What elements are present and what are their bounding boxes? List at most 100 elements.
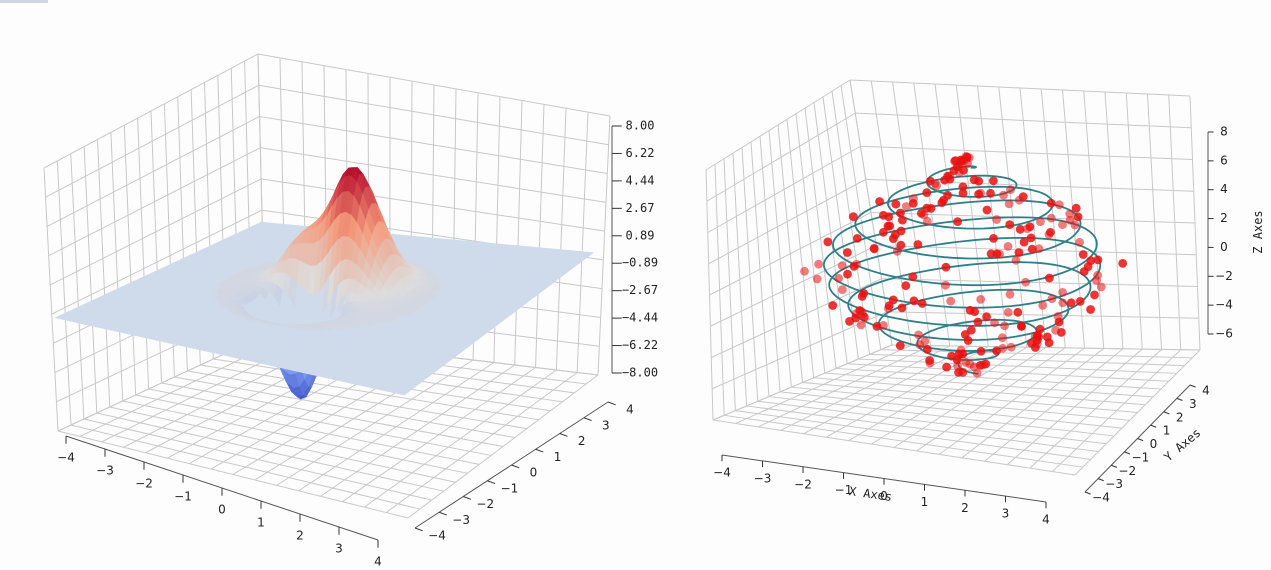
z-tick-label: −0.89 bbox=[622, 256, 658, 270]
z-tick-label: 0 bbox=[1220, 240, 1228, 254]
back-gridline bbox=[514, 100, 523, 366]
floor-gridline bbox=[813, 377, 1146, 406]
y-tick-mark bbox=[1189, 384, 1196, 388]
side-gridline bbox=[70, 153, 85, 420]
z-tick-label: 4.44 bbox=[626, 173, 655, 187]
y-tick-mark bbox=[559, 433, 568, 437]
scatter-point bbox=[892, 246, 902, 256]
scatter-point bbox=[1090, 290, 1099, 300]
scatter-point bbox=[1046, 227, 1055, 237]
y-tick-label: −3 bbox=[1105, 477, 1123, 491]
scatter-point bbox=[1092, 276, 1101, 285]
scatter-point bbox=[1015, 224, 1025, 234]
floor-gridline bbox=[824, 372, 1154, 398]
scatter-point bbox=[828, 301, 838, 310]
floor-gridline bbox=[187, 370, 527, 430]
z-tick-label: −4 bbox=[1215, 298, 1233, 312]
scatter-point bbox=[1017, 321, 1026, 331]
z-ticks: 8.00 6.22 4.44 2.67 0.89 −0.89 −2.67 −4.44 −6.22… bbox=[611, 119, 658, 380]
side-gridline bbox=[150, 110, 162, 384]
x-tick-label: −2 bbox=[794, 477, 812, 491]
scatter-point bbox=[995, 249, 1004, 259]
scatter-point bbox=[1066, 298, 1076, 308]
scatter-point bbox=[953, 217, 962, 227]
scatter-point bbox=[941, 280, 950, 290]
floor-gridline bbox=[802, 382, 1138, 413]
scatter-point bbox=[901, 281, 911, 291]
scatter-point bbox=[1071, 203, 1081, 213]
scatter-point bbox=[954, 160, 964, 170]
z-tick-label: 0.89 bbox=[626, 228, 655, 242]
scatter-point bbox=[843, 269, 852, 279]
scatter-point bbox=[856, 320, 866, 330]
side-gridline bbox=[712, 344, 893, 421]
x-tick-label: 0 bbox=[218, 503, 226, 517]
scatter-point bbox=[891, 199, 901, 209]
surface-mesh bbox=[54, 167, 595, 400]
scatter-point bbox=[972, 368, 982, 378]
back-gridline bbox=[260, 147, 607, 203]
x-ticks: −4 −3 −2 −1 0 1 2 3 4 bbox=[713, 454, 1050, 527]
y-tick-mark bbox=[1084, 491, 1091, 495]
y-tick-mark bbox=[511, 464, 520, 469]
surface-cell bbox=[315, 327, 326, 331]
floor-gridline bbox=[836, 367, 1161, 390]
z-axis-label: Z Axes bbox=[1251, 210, 1265, 253]
scatter-point bbox=[1006, 342, 1016, 352]
scatter-point bbox=[1042, 332, 1052, 342]
scatter-point bbox=[888, 295, 898, 305]
floor-gridline bbox=[984, 348, 1124, 462]
y-tick-label: −1 bbox=[501, 481, 519, 495]
side-gridline bbox=[43, 53, 259, 169]
y-tick-label: 0 bbox=[530, 466, 538, 480]
back-gridline bbox=[886, 311, 1199, 319]
floor-gridline bbox=[161, 382, 504, 447]
y-tick-label: −3 bbox=[452, 513, 470, 527]
scatter-point bbox=[1118, 259, 1128, 268]
scatter-point bbox=[975, 361, 985, 370]
y-tick-mark bbox=[583, 417, 592, 422]
scatter-point bbox=[982, 205, 992, 215]
scatter-point bbox=[869, 244, 879, 254]
scatter-point bbox=[1006, 185, 1015, 195]
x-tick-label: −3 bbox=[754, 471, 772, 485]
scatter-point bbox=[1027, 244, 1037, 254]
y-tick-label: 2 bbox=[578, 434, 586, 448]
scatter-point bbox=[986, 188, 995, 198]
z-tick-label: −4.44 bbox=[622, 311, 658, 325]
scatter-point bbox=[1019, 237, 1029, 247]
x-tick-label: 1 bbox=[257, 516, 265, 530]
scatter-point bbox=[989, 176, 998, 186]
x-tick-label: 1 bbox=[921, 495, 929, 509]
scatter-point bbox=[1047, 294, 1057, 304]
y-tick-label: −2 bbox=[476, 497, 494, 511]
scatter-point bbox=[859, 288, 869, 298]
y-tick-label: −2 bbox=[1118, 464, 1136, 478]
y-tick-mark bbox=[1097, 478, 1104, 482]
y-tick-label: −4 bbox=[1092, 491, 1110, 505]
scatter-point bbox=[976, 346, 986, 356]
scatter-point bbox=[961, 358, 971, 367]
back-gridline bbox=[597, 115, 611, 376]
y-tick-label: 4 bbox=[1202, 384, 1210, 398]
scatter-point bbox=[913, 240, 923, 249]
scatter-point bbox=[875, 197, 884, 206]
x-tick-label: −1 bbox=[835, 483, 853, 497]
scatter-point bbox=[896, 208, 905, 218]
side-gridline bbox=[49, 178, 262, 286]
scatter-point bbox=[1034, 244, 1044, 254]
scatter-point bbox=[1045, 273, 1054, 283]
scatter-point bbox=[814, 259, 823, 269]
side-gridline bbox=[711, 278, 882, 358]
scatter-point bbox=[958, 349, 968, 359]
z-tick-label: 8 bbox=[1220, 125, 1228, 139]
y-tick-mark bbox=[463, 496, 472, 500]
side-gridline bbox=[710, 245, 877, 327]
floor-gridline bbox=[298, 362, 495, 492]
scatter-point bbox=[1065, 209, 1075, 219]
scatter-point bbox=[939, 195, 948, 205]
y-tick-label: −4 bbox=[428, 529, 446, 543]
floor-gridline bbox=[1029, 349, 1162, 469]
scatter-point bbox=[1058, 288, 1067, 297]
scatter-point bbox=[976, 295, 986, 304]
